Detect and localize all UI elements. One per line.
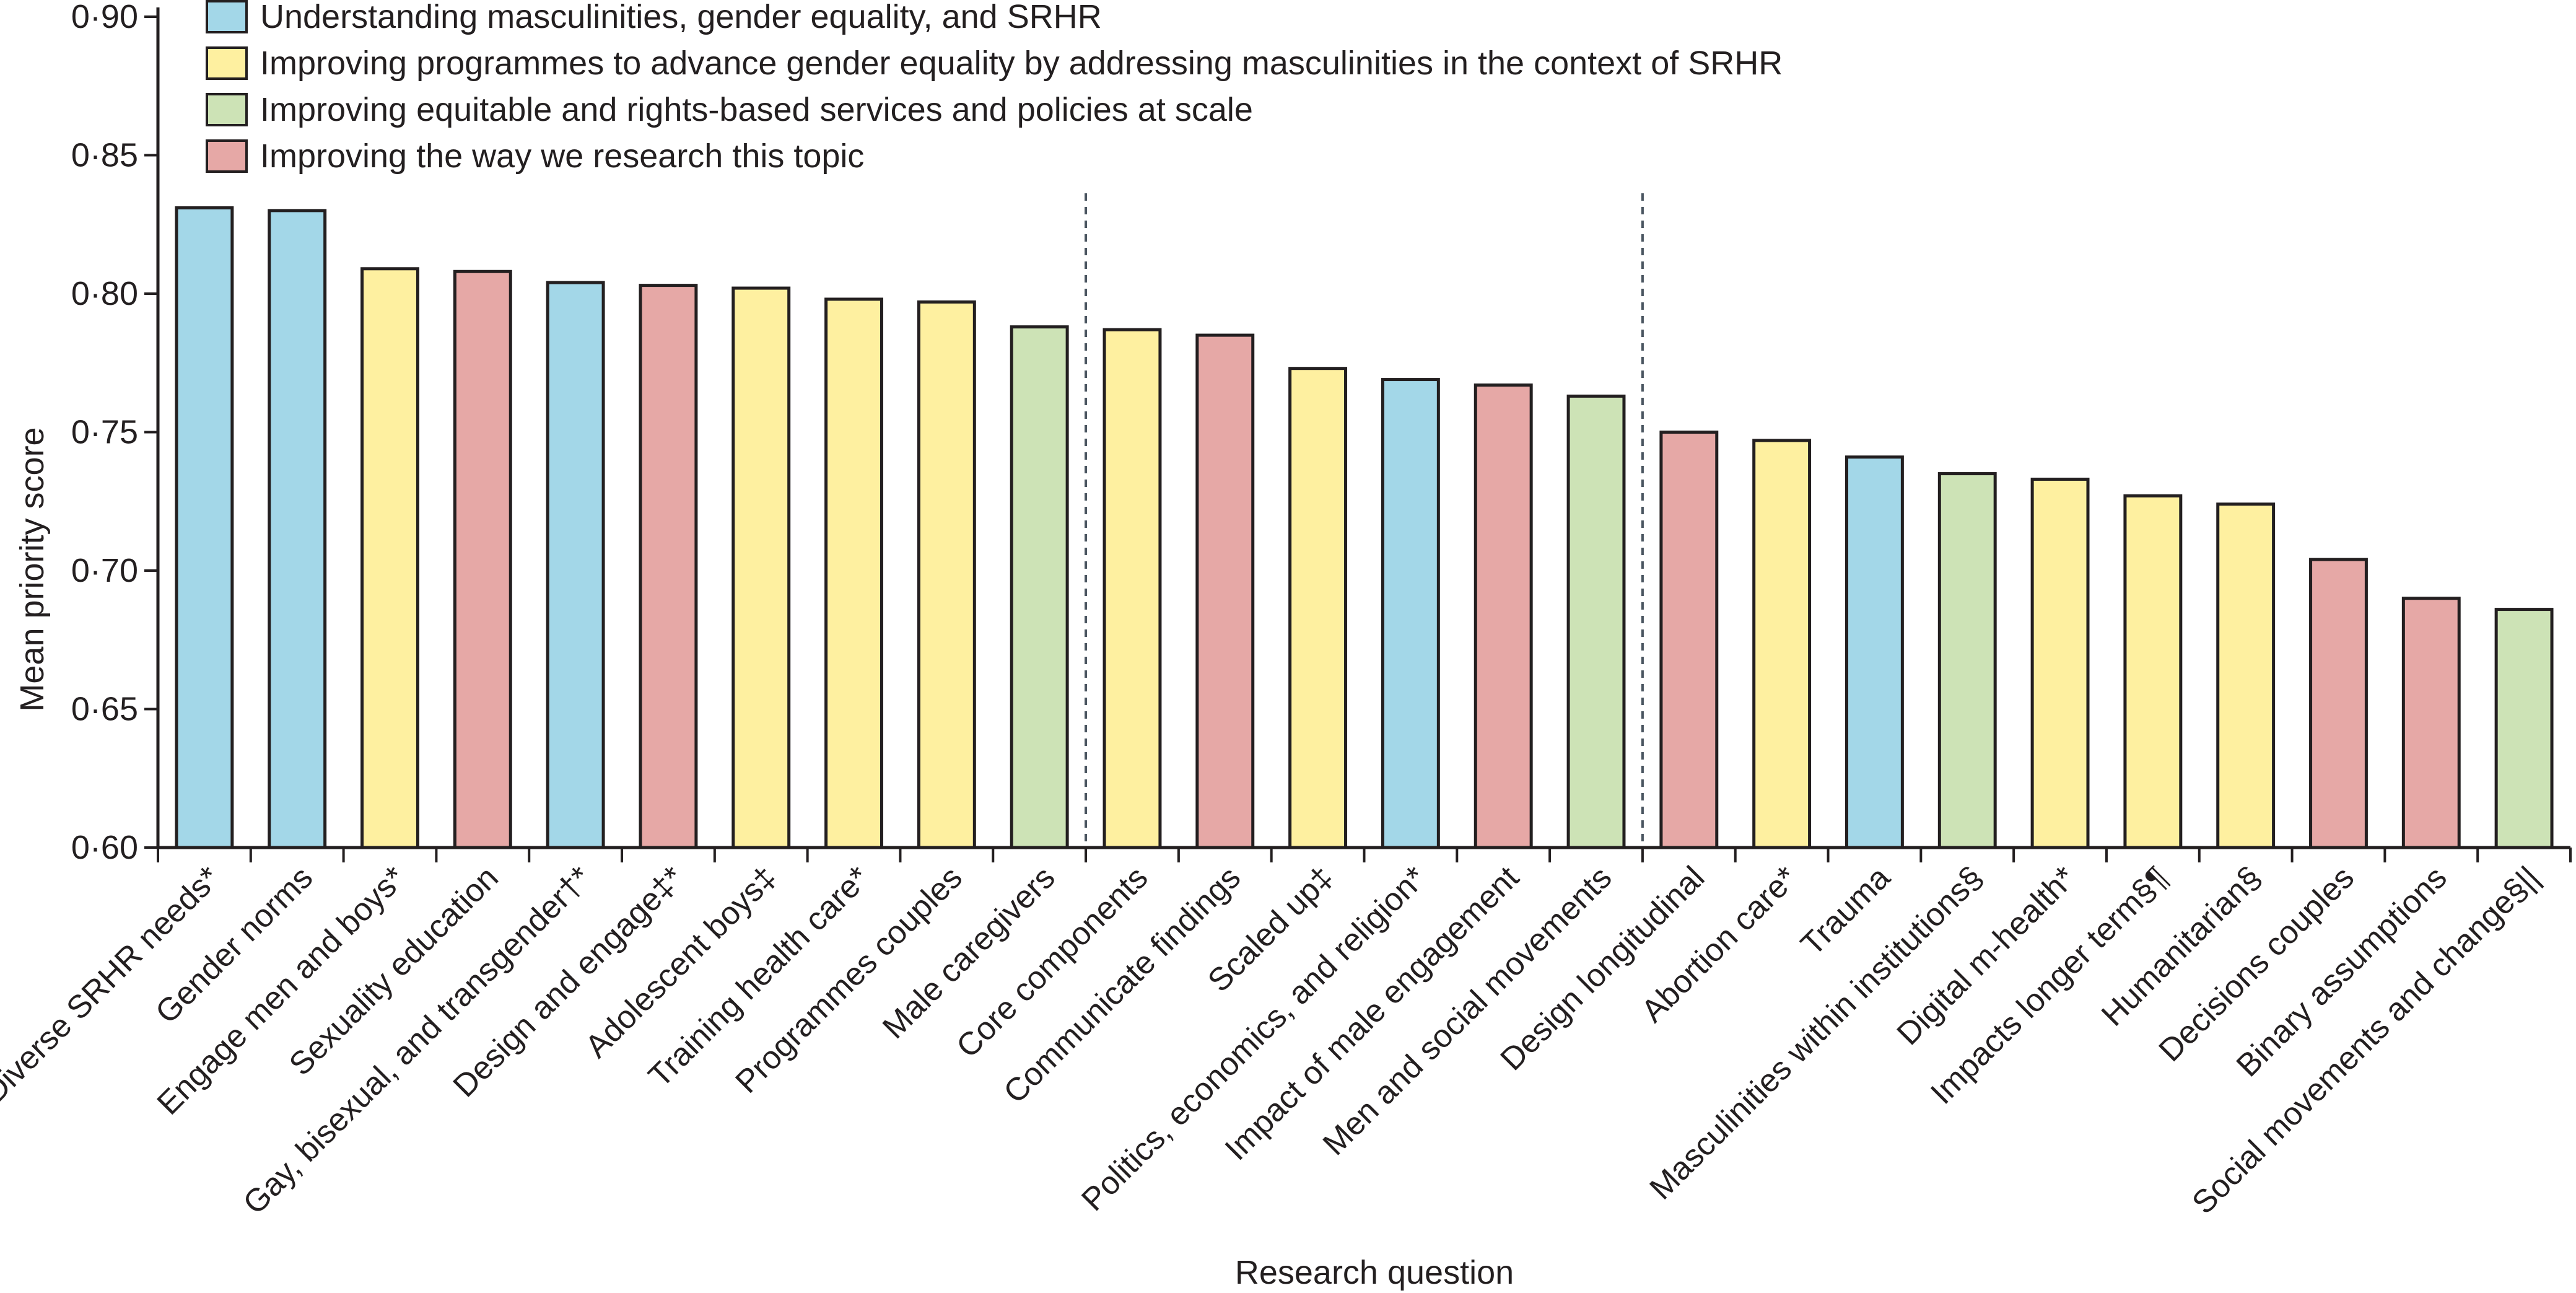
y-tick-label: 0·70 bbox=[71, 552, 138, 589]
bar bbox=[1381, 378, 1440, 849]
bar bbox=[1845, 455, 1904, 849]
legend-swatch bbox=[206, 46, 248, 80]
y-ticks: 0·60 0·65 0·70 0·75 0·80 0·85 0·90 bbox=[71, 0, 158, 866]
y-tick-label: 0·60 bbox=[71, 829, 138, 866]
y-axis-label: Mean priority score bbox=[14, 427, 51, 711]
bar bbox=[731, 286, 791, 849]
bar bbox=[546, 281, 605, 849]
legend-label: Improving equitable and rights-based ser… bbox=[260, 91, 1253, 128]
legend: Understanding masculinities, gender equa… bbox=[206, 0, 1783, 175]
y-tick-label: 0·65 bbox=[71, 691, 138, 728]
bar bbox=[175, 206, 234, 849]
bar bbox=[917, 300, 976, 849]
y-tick-label: 0·85 bbox=[71, 137, 138, 174]
bar bbox=[1288, 367, 1348, 849]
bar bbox=[639, 284, 698, 849]
bar bbox=[1659, 431, 1719, 849]
bar bbox=[2123, 494, 2183, 849]
x-tick-label: Gender norms bbox=[149, 859, 320, 1030]
bars bbox=[175, 206, 2554, 849]
legend-swatch bbox=[206, 0, 248, 33]
bar bbox=[824, 297, 883, 849]
bar bbox=[2030, 477, 2090, 849]
x-tick-label: Humanitarian§ bbox=[2095, 859, 2268, 1033]
y-tick-label: 0·90 bbox=[71, 0, 138, 35]
x-axis-label: Research question bbox=[1235, 1254, 1514, 1291]
legend-swatch bbox=[206, 139, 248, 173]
bar bbox=[1195, 333, 1255, 849]
legend-label: Understanding masculinities, gender equa… bbox=[260, 0, 1102, 35]
legend-swatch bbox=[206, 93, 248, 126]
x-tick-label: Politics, economics, and religion* bbox=[1075, 859, 1433, 1218]
axes bbox=[156, 7, 2570, 849]
bar bbox=[2309, 558, 2368, 849]
y-tick-label: 0·75 bbox=[71, 414, 138, 451]
bar bbox=[1010, 325, 1069, 849]
bar bbox=[268, 209, 327, 849]
bar bbox=[453, 270, 512, 849]
bar bbox=[1474, 384, 1533, 849]
legend-label: Improving the way we research this topic bbox=[260, 138, 864, 175]
bar bbox=[2216, 502, 2276, 849]
legend-label: Improving programmes to advance gender e… bbox=[260, 45, 1783, 82]
bar bbox=[2401, 597, 2461, 849]
x-tick-label: Masculinities within institutions§ bbox=[1643, 859, 1990, 1206]
x-tick-label: Male caregivers bbox=[876, 859, 1062, 1046]
bar bbox=[1937, 472, 1997, 849]
bar bbox=[1566, 394, 1626, 849]
divider-lines bbox=[1085, 193, 1644, 848]
bar bbox=[1102, 328, 1162, 849]
bar bbox=[1752, 439, 1812, 849]
x-tick-label: Social movements and change§|| bbox=[2185, 859, 2546, 1221]
bar bbox=[2494, 608, 2554, 849]
y-tick-label: 0·80 bbox=[71, 275, 138, 312]
bar bbox=[360, 267, 419, 849]
